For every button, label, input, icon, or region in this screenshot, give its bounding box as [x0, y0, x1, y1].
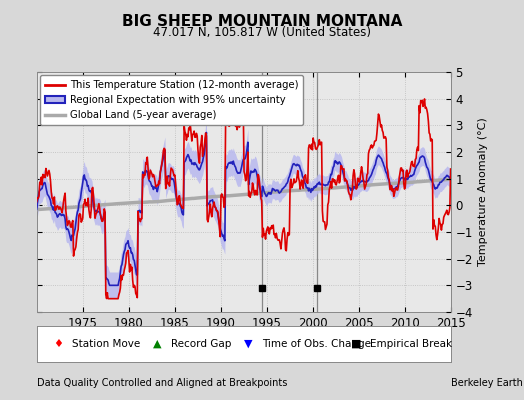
Text: ▼: ▼: [244, 339, 252, 349]
Text: Station Move: Station Move: [72, 339, 140, 349]
Text: Berkeley Earth: Berkeley Earth: [451, 378, 522, 388]
Legend: This Temperature Station (12-month average), Regional Expectation with 95% uncer: This Temperature Station (12-month avera…: [40, 75, 303, 125]
Text: ♦: ♦: [53, 339, 63, 349]
Y-axis label: Temperature Anomaly (°C): Temperature Anomaly (°C): [478, 118, 488, 266]
Text: Data Quality Controlled and Aligned at Breakpoints: Data Quality Controlled and Aligned at B…: [37, 378, 287, 388]
Text: ■: ■: [351, 339, 362, 349]
Text: ▲: ▲: [152, 339, 161, 349]
Text: Empirical Break: Empirical Break: [370, 339, 452, 349]
Text: BIG SHEEP MOUNTAIN MONTANA: BIG SHEEP MOUNTAIN MONTANA: [122, 14, 402, 29]
Text: Time of Obs. Change: Time of Obs. Change: [263, 339, 372, 349]
Text: Record Gap: Record Gap: [171, 339, 232, 349]
Text: 47.017 N, 105.817 W (United States): 47.017 N, 105.817 W (United States): [153, 26, 371, 39]
